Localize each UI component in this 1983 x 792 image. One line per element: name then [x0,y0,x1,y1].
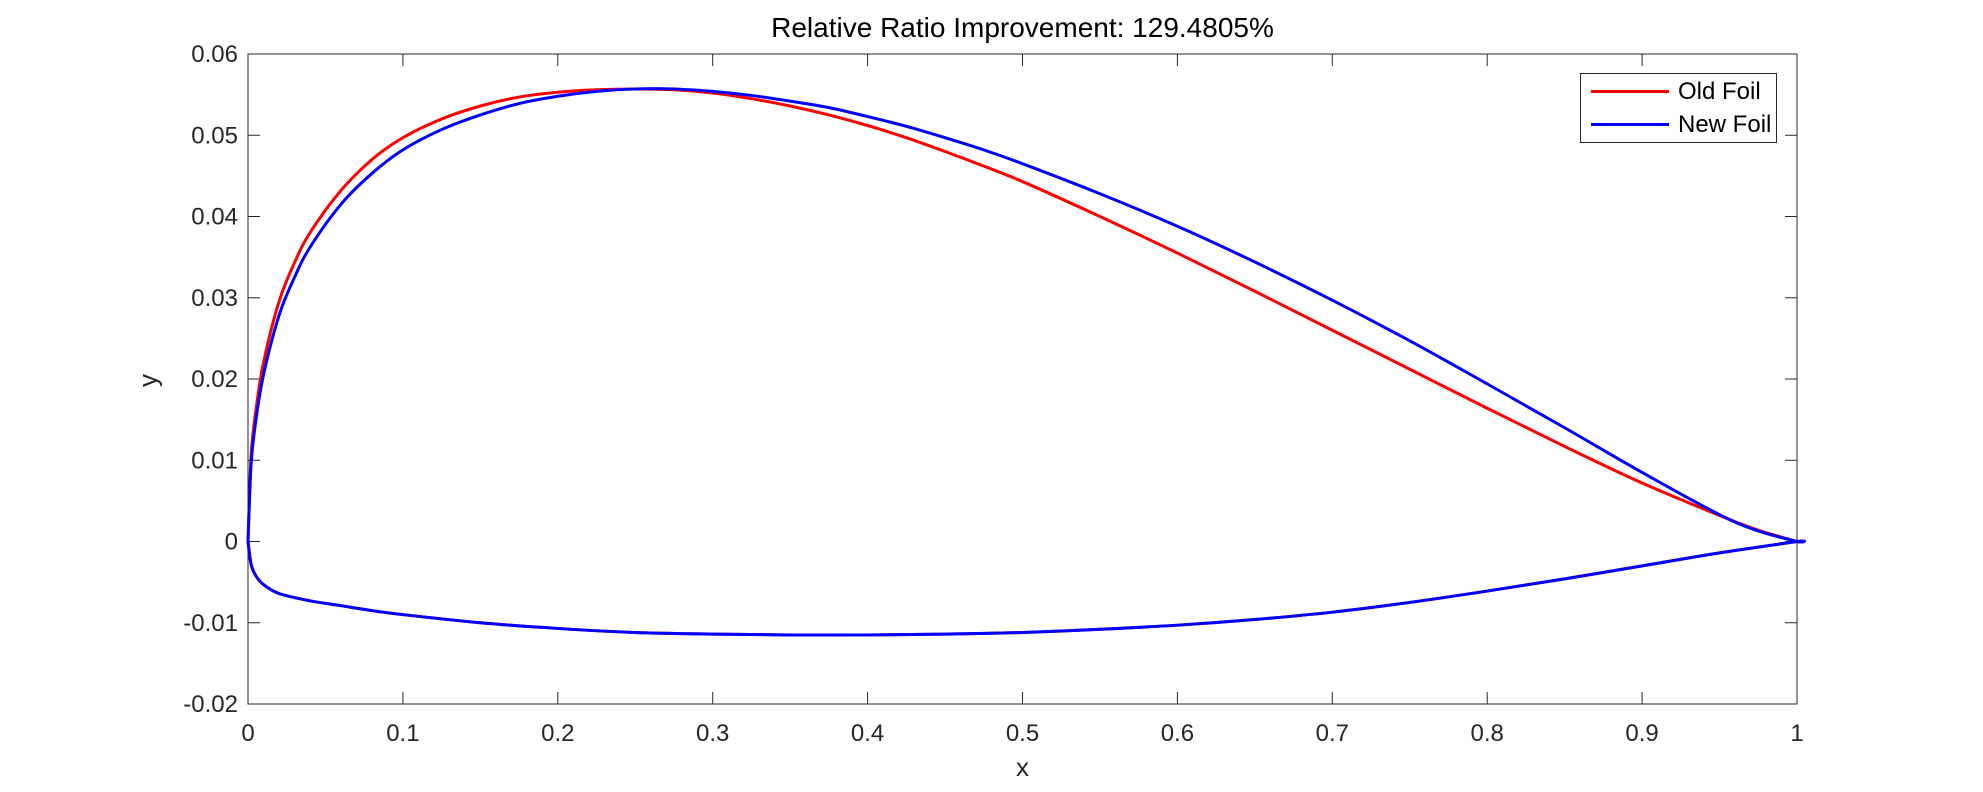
svg-text:0: 0 [225,529,238,556]
y-axis-label: y [132,374,163,387]
svg-text:0.01: 0.01 [191,447,238,474]
svg-text:0.8: 0.8 [1471,720,1504,747]
svg-text:0.5: 0.5 [1006,720,1039,747]
chart-title: Relative Ratio Improvement: 129.4805% [771,12,1274,43]
svg-text:0.02: 0.02 [191,366,238,393]
svg-text:-0.02: -0.02 [183,691,238,718]
x-axis-label: x [1016,752,1029,782]
svg-text:0: 0 [241,720,254,747]
legend-line-old-foil [1591,90,1669,93]
legend-item-new-foil: New Foil [1581,108,1776,141]
legend-item-old-foil: Old Foil [1581,75,1776,108]
svg-text:0.05: 0.05 [191,122,238,149]
svg-text:0.2: 0.2 [541,720,574,747]
svg-text:1: 1 [1790,720,1803,747]
svg-text:0.3: 0.3 [696,720,729,747]
svg-text:0.4: 0.4 [851,720,884,747]
svg-text:0.03: 0.03 [191,285,238,312]
svg-text:0.06: 0.06 [191,41,238,68]
legend-box: Old Foil New Foil [1580,73,1777,143]
svg-text:0.1: 0.1 [386,720,419,747]
svg-text:0.9: 0.9 [1625,720,1658,747]
svg-text:0.04: 0.04 [191,204,238,231]
legend-line-new-foil [1591,123,1669,126]
legend-label-old-foil: Old Foil [1678,77,1761,105]
svg-text:0.6: 0.6 [1161,720,1194,747]
svg-text:0.7: 0.7 [1316,720,1349,747]
legend-label-new-foil: New Foil [1678,110,1772,138]
svg-text:-0.01: -0.01 [183,610,238,637]
